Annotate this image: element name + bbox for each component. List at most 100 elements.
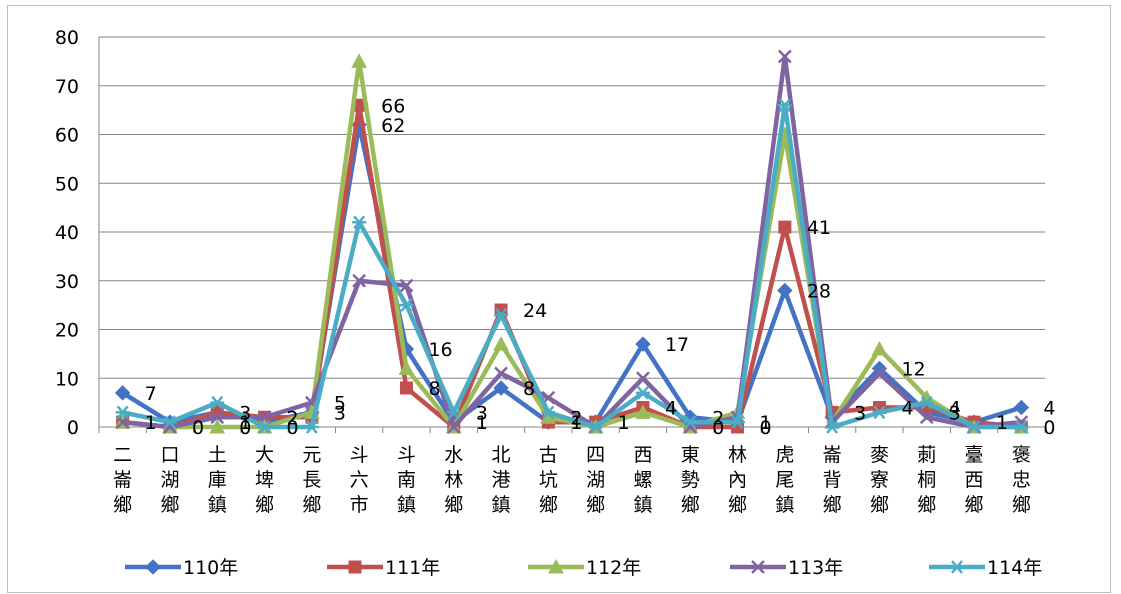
data-label: 0	[760, 417, 772, 439]
data-point	[210, 395, 225, 410]
data-label: 1	[145, 412, 157, 434]
data-point	[399, 381, 413, 395]
data-label: 1	[476, 412, 488, 434]
x-tick-label: 四湖鄉	[586, 444, 605, 516]
data-label: 3	[239, 402, 251, 424]
data-point	[778, 220, 792, 234]
x-tick-label: 口湖鄉	[160, 444, 179, 516]
x-tick-label: 北港鎮	[492, 444, 511, 516]
data-label: 2	[712, 407, 724, 429]
y-tick-label: 10	[55, 368, 79, 390]
legend-label: 112年	[586, 557, 641, 579]
legend-item: 114年	[929, 557, 1042, 579]
data-label: 3	[476, 402, 488, 424]
data-point	[635, 404, 651, 419]
x-tick-label: 水林鄉	[444, 444, 463, 516]
data-label: 28	[807, 281, 831, 303]
data-point	[541, 405, 556, 420]
data-point	[588, 420, 603, 434]
data-label: 2	[287, 407, 299, 429]
axes: 01020304050607080二崙鄉口湖鄉土庫鎮大埤鄉元長鄉斗六市斗南鎮水林…	[55, 27, 1046, 516]
legend-item: 111年	[327, 557, 440, 579]
data-point	[1014, 420, 1029, 434]
data-label: 41	[807, 217, 831, 239]
x-tick-label: 褒忠鄉	[1012, 444, 1031, 516]
data-point	[493, 336, 509, 351]
data-point	[352, 215, 367, 230]
y-tick-label: 80	[55, 27, 79, 49]
x-tick-label: 麥寮鄉	[870, 444, 889, 516]
data-label: 1	[239, 412, 251, 434]
data-point	[398, 360, 415, 375]
data-point	[777, 49, 792, 64]
data-label: 2	[570, 407, 582, 429]
data-point	[919, 395, 934, 410]
data-point	[446, 420, 461, 434]
data-point	[114, 385, 131, 401]
data-label: 1	[570, 412, 582, 434]
data-point	[872, 405, 887, 420]
x-tick-label: 崙背鄉	[823, 444, 842, 516]
data-point	[494, 308, 509, 322]
series-line	[122, 59, 1022, 430]
x-tick-label: 斗六市	[350, 444, 369, 516]
data-point	[1013, 399, 1030, 416]
data-label: 16	[428, 339, 452, 361]
data-label: 3	[949, 402, 961, 424]
legend-item: 113年	[730, 557, 843, 579]
y-tick-label: 50	[55, 173, 79, 195]
data-point	[777, 282, 793, 299]
series-line	[122, 103, 1022, 430]
legend-marker	[950, 560, 964, 574]
y-tick-label: 20	[55, 320, 79, 342]
data-label: 4	[1043, 398, 1055, 420]
data-label: 12	[901, 359, 925, 381]
x-tick-label: 大埤鄉	[255, 444, 274, 516]
data-label: 4	[949, 398, 961, 420]
data-point	[257, 420, 272, 434]
y-tick-label: 60	[55, 125, 79, 147]
data-point	[635, 336, 651, 352]
data-point	[446, 405, 461, 420]
data-point	[777, 98, 792, 113]
data-label: 1	[996, 412, 1008, 434]
data-point	[352, 273, 367, 288]
legend-label: 114年	[987, 557, 1042, 579]
legend-marker	[145, 559, 161, 575]
x-tick-label: 土庫鎮	[208, 444, 227, 516]
data-label: 0	[287, 417, 299, 439]
data-label: 0	[192, 417, 204, 439]
series-lines	[114, 49, 1030, 434]
data-label: 24	[523, 300, 547, 322]
data-label: 66	[381, 95, 405, 117]
data-point	[209, 418, 226, 434]
data-point	[399, 278, 414, 293]
x-tick-label: 莿桐鄉	[917, 444, 936, 516]
x-tick-label: 古坑鄉	[539, 444, 558, 516]
series-112年	[114, 53, 1030, 434]
gridlines	[99, 36, 1045, 379]
data-label: 0	[1043, 417, 1055, 439]
x-tick-label: 虎尾鎮	[775, 444, 794, 516]
data-point	[871, 340, 888, 356]
data-point	[494, 366, 508, 381]
y-tick-label: 40	[55, 222, 79, 244]
data-label: 1	[618, 412, 630, 434]
y-tick-label: 30	[55, 271, 79, 293]
legend-label: 110年	[183, 557, 238, 579]
x-tick-label: 斗南鎮	[397, 444, 416, 516]
data-point	[493, 380, 509, 396]
data-point	[304, 420, 319, 434]
data-point	[115, 405, 130, 420]
series-line	[122, 54, 1022, 430]
data-label: 4	[901, 398, 913, 420]
data-label: 17	[665, 334, 689, 356]
legend-label: 113年	[788, 557, 843, 579]
data-label: 3	[334, 402, 346, 424]
legend-item: 110年	[125, 557, 238, 579]
data-label: 1	[760, 412, 772, 434]
data-label: 62	[381, 115, 405, 137]
data-label: 0	[239, 417, 251, 439]
